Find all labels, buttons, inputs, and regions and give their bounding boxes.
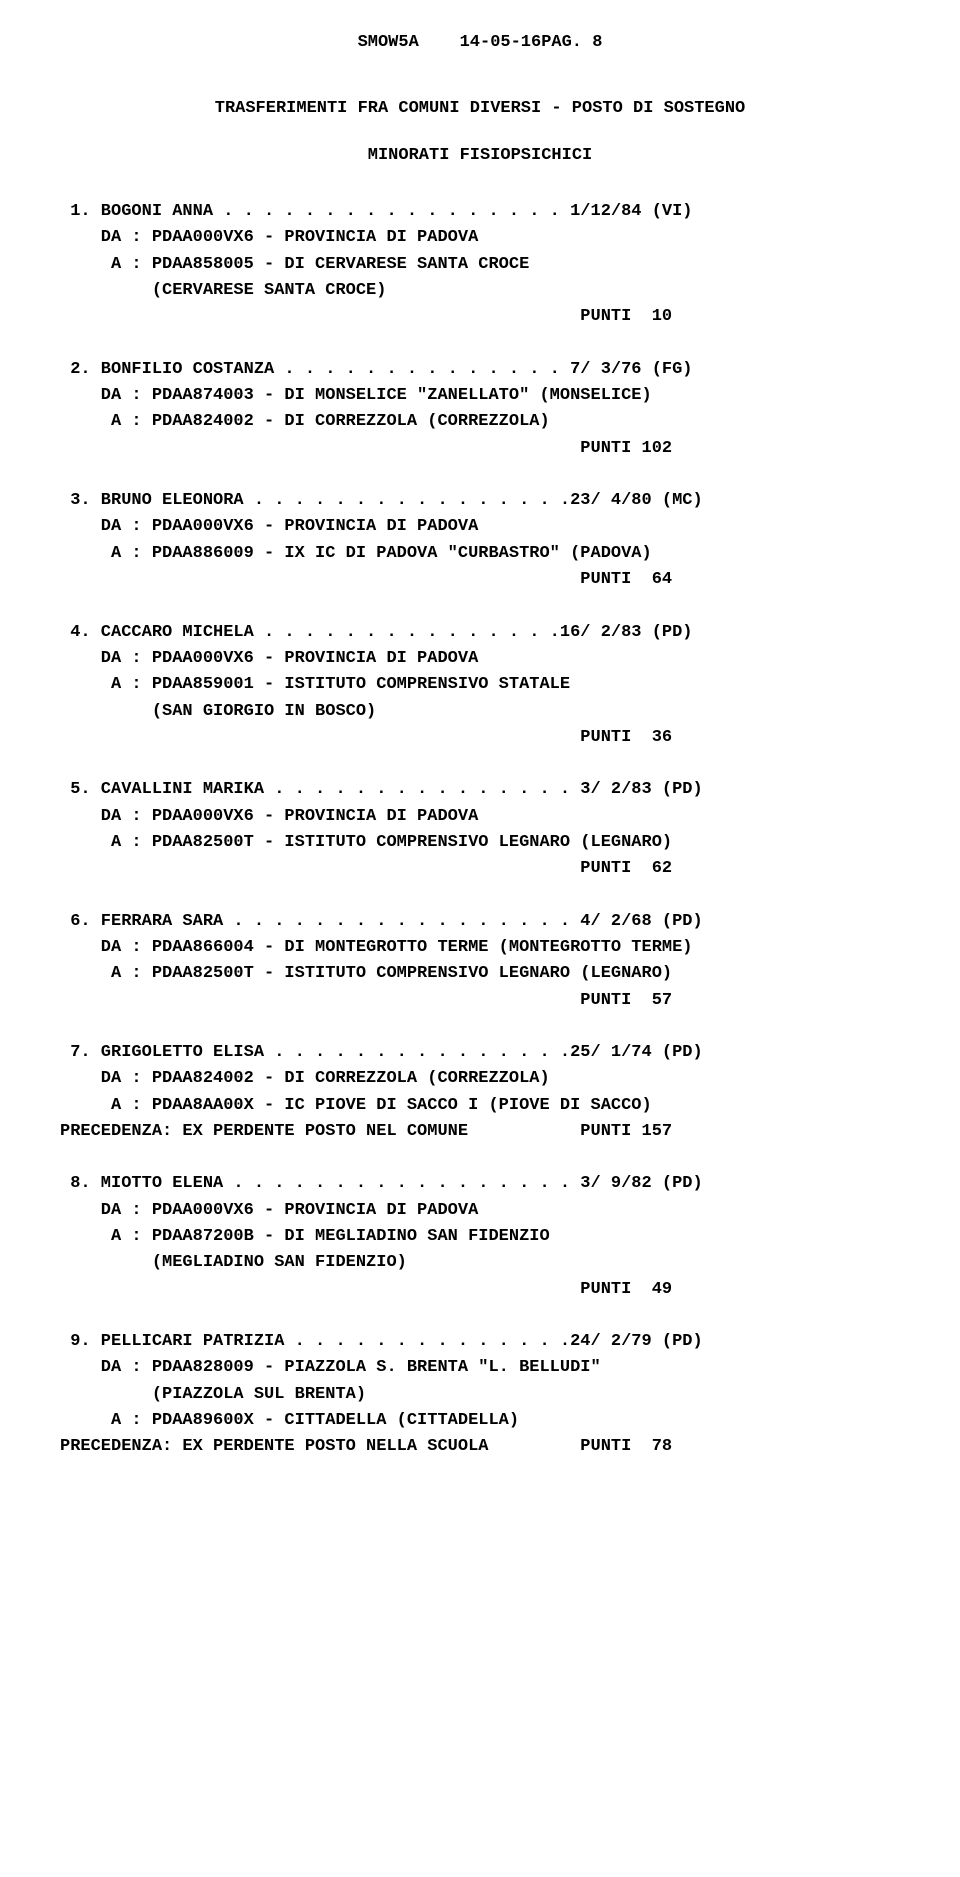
entry-row: 7. GRIGOLETTO ELISA . . . . . . . . . . … bbox=[60, 1040, 900, 1145]
entry-name-line: 8. MIOTTO ELENA . . . . . . . . . . . . … bbox=[60, 1171, 900, 1197]
entry-name-line: 9. PELLICARI PATRIZIA . . . . . . . . . … bbox=[60, 1329, 900, 1355]
document-title: TRASFERIMENTI FRA COMUNI DIVERSI - POSTO… bbox=[60, 96, 900, 122]
entry-from-line: DA : PDAA000VX6 - PROVINCIA DI PADOVA bbox=[60, 804, 900, 830]
entry-name-line: 5. CAVALLINI MARIKA . . . . . . . . . . … bbox=[60, 777, 900, 803]
entry-name-line: 1. BOGONI ANNA . . . . . . . . . . . . .… bbox=[60, 199, 900, 225]
entries-list: 1. BOGONI ANNA . . . . . . . . . . . . .… bbox=[60, 199, 900, 1461]
entry-row: 1. BOGONI ANNA . . . . . . . . . . . . .… bbox=[60, 199, 900, 331]
entry-points-line: PUNTI 64 bbox=[60, 567, 900, 593]
entry-name-line: 3. BRUNO ELEONORA . . . . . . . . . . . … bbox=[60, 488, 900, 514]
entry-extra-line: A : PDAA89600X - CITTADELLA (CITTADELLA) bbox=[60, 1408, 900, 1434]
entry-to-line: A : PDAA858005 - DI CERVARESE SANTA CROC… bbox=[60, 252, 900, 278]
entry-name-line: 6. FERRARA SARA . . . . . . . . . . . . … bbox=[60, 909, 900, 935]
entry-to-line: A : PDAA886009 - IX IC DI PADOVA "CURBAS… bbox=[60, 541, 900, 567]
document-subtitle: MINORATI FISIOPSICHICI bbox=[60, 143, 900, 169]
entry-points-line: PUNTI 49 bbox=[60, 1277, 900, 1303]
entry-row: 6. FERRARA SARA . . . . . . . . . . . . … bbox=[60, 909, 900, 1014]
entry-to-line: A : PDAA82500T - ISTITUTO COMPRENSIVO LE… bbox=[60, 961, 900, 987]
entry-row: 5. CAVALLINI MARIKA . . . . . . . . . . … bbox=[60, 777, 900, 882]
entry-from-line: DA : PDAA874003 - DI MONSELICE "ZANELLAT… bbox=[60, 383, 900, 409]
entry-from-line: DA : PDAA828009 - PIAZZOLA S. BRENTA "L.… bbox=[60, 1355, 900, 1381]
entry-row: 2. BONFILIO COSTANZA . . . . . . . . . .… bbox=[60, 357, 900, 462]
entry-from-line: DA : PDAA000VX6 - PROVINCIA DI PADOVA bbox=[60, 225, 900, 251]
entry-extra-line: (CERVARESE SANTA CROCE) bbox=[60, 278, 900, 304]
entry-row: 3. BRUNO ELEONORA . . . . . . . . . . . … bbox=[60, 488, 900, 593]
entry-from-line: DA : PDAA000VX6 - PROVINCIA DI PADOVA bbox=[60, 514, 900, 540]
entry-precedence-line: PRECEDENZA: EX PERDENTE POSTO NELLA SCUO… bbox=[60, 1434, 900, 1460]
entry-points-line: PUNTI 62 bbox=[60, 856, 900, 882]
entry-points-line: PUNTI 10 bbox=[60, 304, 900, 330]
entry-to-line: (PIAZZOLA SUL BRENTA) bbox=[60, 1382, 900, 1408]
entry-extra-line: (MEGLIADINO SAN FIDENZIO) bbox=[60, 1250, 900, 1276]
entry-from-line: DA : PDAA000VX6 - PROVINCIA DI PADOVA bbox=[60, 646, 900, 672]
entry-row: 8. MIOTTO ELENA . . . . . . . . . . . . … bbox=[60, 1171, 900, 1303]
entry-precedence-line: PRECEDENZA: EX PERDENTE POSTO NEL COMUNE… bbox=[60, 1119, 900, 1145]
header-line: SMOW5A 14-05-16PAG. 8 bbox=[60, 30, 900, 56]
entry-points-line: PUNTI 102 bbox=[60, 436, 900, 462]
entry-row: 4. CACCARO MICHELA . . . . . . . . . . .… bbox=[60, 620, 900, 752]
entry-name-line: 2. BONFILIO COSTANZA . . . . . . . . . .… bbox=[60, 357, 900, 383]
entry-from-line: DA : PDAA824002 - DI CORREZZOLA (CORREZZ… bbox=[60, 1066, 900, 1092]
document-page: SMOW5A 14-05-16PAG. 8 TRASFERIMENTI FRA … bbox=[0, 0, 960, 1527]
entry-from-line: DA : PDAA866004 - DI MONTEGROTTO TERME (… bbox=[60, 935, 900, 961]
entry-to-line: A : PDAA824002 - DI CORREZZOLA (CORREZZO… bbox=[60, 409, 900, 435]
entry-points-line: PUNTI 36 bbox=[60, 725, 900, 751]
entry-from-line: DA : PDAA000VX6 - PROVINCIA DI PADOVA bbox=[60, 1198, 900, 1224]
entry-to-line: A : PDAA859001 - ISTITUTO COMPRENSIVO ST… bbox=[60, 672, 900, 698]
entry-to-line: A : PDAA82500T - ISTITUTO COMPRENSIVO LE… bbox=[60, 830, 900, 856]
entry-to-line: A : PDAA87200B - DI MEGLIADINO SAN FIDEN… bbox=[60, 1224, 900, 1250]
entry-extra-line: (SAN GIORGIO IN BOSCO) bbox=[60, 699, 900, 725]
entry-name-line: 7. GRIGOLETTO ELISA . . . . . . . . . . … bbox=[60, 1040, 900, 1066]
entry-points-line: PUNTI 57 bbox=[60, 988, 900, 1014]
entry-row: 9. PELLICARI PATRIZIA . . . . . . . . . … bbox=[60, 1329, 900, 1461]
entry-name-line: 4. CACCARO MICHELA . . . . . . . . . . .… bbox=[60, 620, 900, 646]
entry-to-line: A : PDAA8AA00X - IC PIOVE DI SACCO I (PI… bbox=[60, 1093, 900, 1119]
date-page: 14-05-16PAG. 8 bbox=[460, 33, 603, 52]
program-code: SMOW5A bbox=[358, 33, 419, 52]
